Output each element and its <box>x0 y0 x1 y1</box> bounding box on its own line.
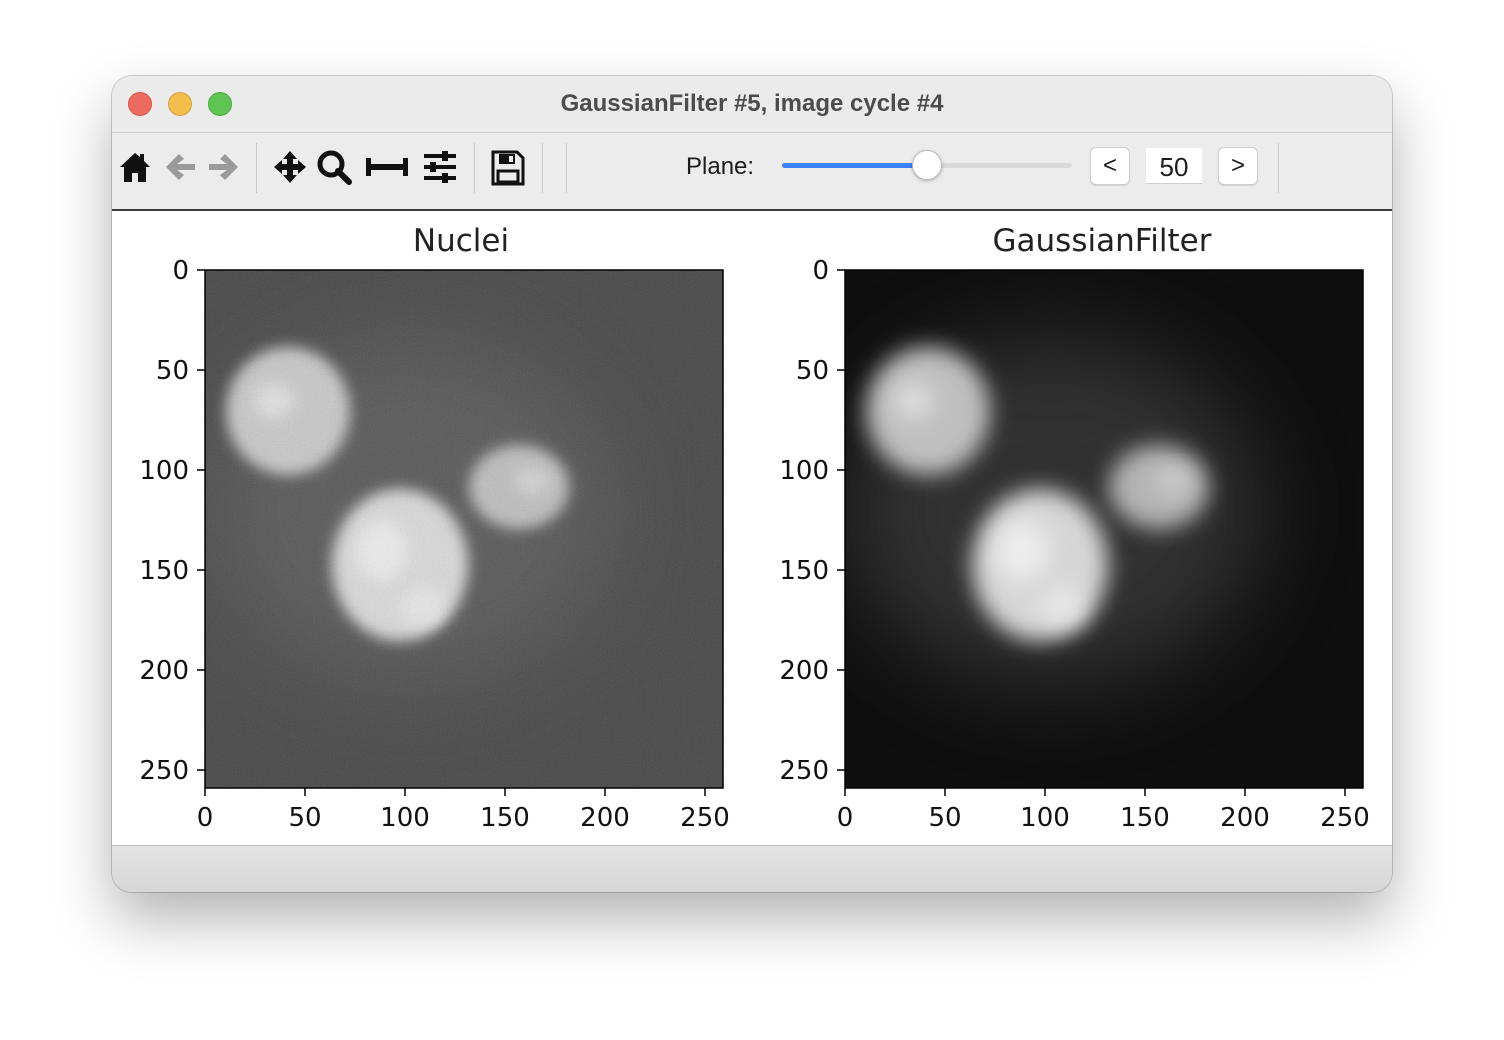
gaussian-y-tick-label: 250 <box>779 756 829 786</box>
nuclei-image[interactable] <box>205 270 723 788</box>
gaussian-plot-title: GaussianFilter <box>993 223 1212 259</box>
plane-number-field[interactable] <box>1146 148 1202 184</box>
nuclei-axes-frame <box>204 269 724 789</box>
toolbar-separator <box>566 143 567 193</box>
nuclei-x-tick-label: 150 <box>480 803 530 833</box>
nuclei-x-tick-label: 250 <box>680 803 730 833</box>
nuclei-y-tick-label: 150 <box>139 556 189 586</box>
zoom-icon[interactable] <box>316 149 352 185</box>
nuclei-axes: Nuclei 0 50 100 150 200 250 0 50 100 150 200 250 <box>139 223 729 833</box>
next-plane-button[interactable]: > <box>1218 147 1258 185</box>
close-window-button[interactable] <box>128 92 152 116</box>
gaussian-x-tick-label: 150 <box>1120 803 1170 833</box>
plane-slider-thumb[interactable] <box>912 150 942 180</box>
plane-slider[interactable] <box>782 150 1072 180</box>
title-bar[interactable]: GaussianFilter #5, image cycle #4 <box>112 76 1392 133</box>
figure-window: GaussianFilter #5, image cycle #4 <box>112 76 1392 892</box>
gaussian-x-tick-label: 50 <box>928 803 961 833</box>
forward-icon[interactable] <box>206 149 242 185</box>
gaussian-x-tick-label: 100 <box>1020 803 1070 833</box>
gaussian-x-tick-label: 0 <box>837 803 854 833</box>
nuclei-x-tick-label: 0 <box>197 803 214 833</box>
gaussian-axes-frame <box>844 269 1364 789</box>
gaussian-y-tick-label: 100 <box>779 456 829 486</box>
gaussian-image[interactable] <box>842 270 1363 788</box>
home-icon[interactable] <box>118 149 152 185</box>
gaussian-axes: GaussianFilter 0 50 100 150 200 250 0 50 100 150 2… <box>779 223 1369 833</box>
nuclei-x-tick-label: 100 <box>380 803 430 833</box>
plane-label: Plane: <box>686 153 755 180</box>
gaussian-y-tick-label: 0 <box>812 256 829 286</box>
nuclei-x-tick-label: 50 <box>288 803 321 833</box>
figure-svg: Nuclei 0 50 100 150 200 250 0 50 100 150 200 250 <box>139 223 1369 833</box>
nuclei-y-tick-label: 50 <box>156 356 189 386</box>
previous-plane-button[interactable]: < <box>1090 147 1130 185</box>
navigation-toolbar: Plane: < > <box>112 133 1392 211</box>
pan-icon[interactable] <box>272 149 308 185</box>
window-title: GaussianFilter #5, image cycle #4 <box>560 90 944 117</box>
gaussian-x-tick-label: 250 <box>1320 803 1370 833</box>
gaussian-ticks: 0 50 100 150 200 250 0 50 100 150 200 250 <box>779 256 1369 833</box>
nuclei-y-tick-label: 100 <box>139 456 189 486</box>
save-icon[interactable] <box>490 149 526 187</box>
figure-canvas[interactable]: Nuclei 0 50 100 150 200 250 0 50 100 150 200 250 <box>112 211 1392 845</box>
nuclei-y-tick-label: 200 <box>139 656 189 686</box>
toolbar-separator <box>474 143 475 193</box>
configure-icon[interactable] <box>422 149 458 185</box>
gaussian-y-tick-label: 150 <box>779 556 829 586</box>
toolbar-separator <box>542 143 543 193</box>
nuclei-y-tick-label: 0 <box>172 256 189 286</box>
subplots-icon[interactable] <box>364 149 410 185</box>
nuclei-y-tick-label: 250 <box>139 756 189 786</box>
minimize-window-button[interactable] <box>168 92 192 116</box>
toolbar-separator <box>256 143 257 193</box>
status-bar <box>112 845 1392 892</box>
gaussian-y-tick-label: 50 <box>796 356 829 386</box>
gaussian-x-tick-label: 200 <box>1220 803 1270 833</box>
back-icon[interactable] <box>162 149 198 185</box>
gaussian-y-tick-label: 200 <box>779 656 829 686</box>
nuclei-ticks: 0 50 100 150 200 250 0 50 100 150 200 250 <box>139 256 729 833</box>
toolbar-separator <box>1278 143 1279 193</box>
plane-slider-fill <box>782 163 927 168</box>
nuclei-plot-title: Nuclei <box>413 223 509 259</box>
nuclei-x-tick-label: 200 <box>580 803 630 833</box>
zoom-window-button[interactable] <box>208 92 232 116</box>
